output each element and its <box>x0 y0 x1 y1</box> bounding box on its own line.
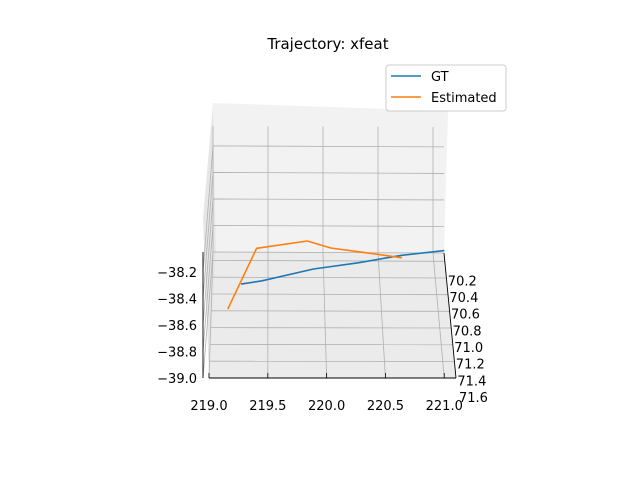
x-tick-label: 219.5 <box>249 399 286 414</box>
z-gridline <box>202 172 445 299</box>
x-tick-label: 221.0 <box>426 399 463 414</box>
y-gridline <box>211 310 450 312</box>
y-tick-label: 71.2 <box>456 358 485 373</box>
x-tick-label: 220.0 <box>308 399 345 414</box>
z-gridline <box>202 198 445 325</box>
chart-title: Trajectory: xfeat <box>266 35 388 53</box>
z-gridline <box>202 145 445 272</box>
z-tick-label: −38.6 <box>157 319 197 334</box>
back-pane <box>213 103 448 253</box>
z-tick-label: −38.4 <box>157 292 197 307</box>
x-tick-label: 220.5 <box>367 399 404 414</box>
x-tick-label: 219.0 <box>190 399 227 414</box>
y-axis-line <box>443 252 457 379</box>
floor-pane <box>209 252 456 378</box>
series-line-gt <box>240 249 445 285</box>
y-tick-label: 71.6 <box>459 391 488 406</box>
legend-label-gt: GT <box>431 70 449 85</box>
series-line-estimated <box>227 240 403 310</box>
y-tick-label: 70.4 <box>449 291 478 306</box>
z-gridline <box>202 225 445 352</box>
y-tick-label: 70.8 <box>453 324 482 339</box>
z-tick-label: −39.0 <box>157 372 197 387</box>
series-lines <box>227 240 445 310</box>
legend-label-estimated: Estimated <box>431 91 497 106</box>
grid-lines <box>202 126 456 379</box>
axis-lines <box>202 252 457 379</box>
y-tick-label: 71.4 <box>457 374 486 389</box>
y-gridline <box>212 276 447 279</box>
pane-group <box>203 103 456 378</box>
z-tick-label: −38.2 <box>157 266 197 281</box>
y-tick-label: 70.6 <box>451 308 480 323</box>
z-tick-label: −38.8 <box>157 345 197 360</box>
y-tick-label: 71.0 <box>454 341 483 356</box>
y-tick-label: 70.2 <box>448 274 477 289</box>
y-gridline <box>211 293 449 296</box>
tick-labels: 219.0 219.5 220.0 220.5 221.0 70.2 70.4 70.670.… <box>157 266 488 414</box>
legend: GT Estimated <box>385 64 507 112</box>
